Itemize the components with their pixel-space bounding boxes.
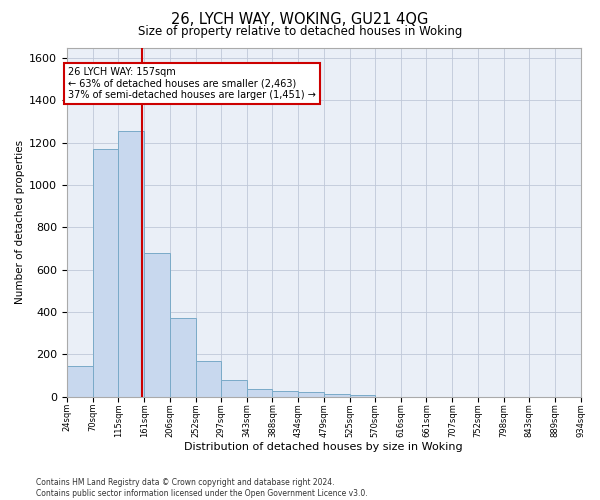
Bar [350, 394, 375, 396]
Bar [324, 394, 350, 396]
Bar [67, 366, 93, 396]
Bar [196, 360, 221, 396]
Bar [221, 380, 247, 396]
Bar [93, 149, 118, 396]
X-axis label: Distribution of detached houses by size in Woking: Distribution of detached houses by size … [184, 442, 463, 452]
Text: 26, LYCH WAY, WOKING, GU21 4QG: 26, LYCH WAY, WOKING, GU21 4QG [172, 12, 428, 28]
Text: 26 LYCH WAY: 157sqm
← 63% of detached houses are smaller (2,463)
37% of semi-det: 26 LYCH WAY: 157sqm ← 63% of detached ho… [68, 66, 316, 100]
Bar [170, 318, 196, 396]
Bar [118, 131, 145, 396]
Text: Size of property relative to detached houses in Woking: Size of property relative to detached ho… [138, 25, 462, 38]
Bar [247, 390, 272, 396]
Text: Contains HM Land Registry data © Crown copyright and database right 2024.
Contai: Contains HM Land Registry data © Crown c… [36, 478, 368, 498]
Bar [272, 392, 298, 396]
Bar [145, 253, 170, 396]
Bar [298, 392, 324, 396]
Y-axis label: Number of detached properties: Number of detached properties [15, 140, 25, 304]
